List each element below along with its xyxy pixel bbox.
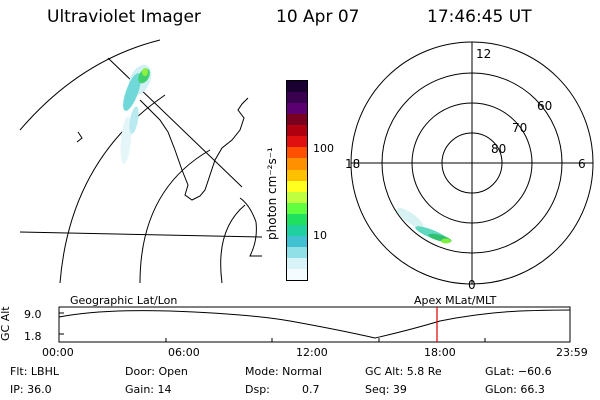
status-glat: GLat: −60.6 <box>485 365 552 378</box>
map-lat-arc-1 <box>19 39 161 131</box>
lat-label-80: 80 <box>491 142 507 156</box>
colorbar-segment <box>287 103 307 115</box>
timeline-x-tick-0000: 00:00 <box>42 346 74 359</box>
colorbar-segment <box>287 81 307 93</box>
map-lat-arc-2 <box>59 94 166 284</box>
mlt-label-12: 12 <box>476 47 492 61</box>
colorbar-segment <box>287 114 307 126</box>
timeline-x-tick-1800: 18:00 <box>424 346 456 359</box>
status-seq: Seq: 39 <box>365 383 407 396</box>
mlt-label-0: 0 <box>468 278 476 292</box>
coastline <box>139 97 249 201</box>
map-lat-arc-3 <box>139 149 211 284</box>
colorbar-tick-10: 10 <box>313 229 327 242</box>
timeline-right-title: Apex MLat/MLT <box>414 294 497 307</box>
status-mode: Mode: Normal <box>245 365 322 378</box>
colorbar <box>286 80 308 281</box>
timeline-left-title: Geographic Lat/Lon <box>70 294 178 307</box>
coastline-south <box>239 197 262 257</box>
status-flt: Flt: LBHL <box>10 365 59 378</box>
date-label: 10 Apr 07 <box>276 7 360 27</box>
status-ip: IP: 36.0 <box>10 383 52 396</box>
coastline-fragment <box>76 131 83 143</box>
colorbar-segment <box>287 224 307 236</box>
colorbar-segment <box>287 180 307 192</box>
map-lat-arc-4 <box>220 204 246 284</box>
orbit-altitude-curve <box>58 309 571 339</box>
status-dsp-value: 0.7 <box>302 383 320 396</box>
colorbar-segment <box>287 235 307 247</box>
colorbar-segment <box>287 158 307 170</box>
colorbar-segment <box>287 136 307 148</box>
status-gc-alt: GC Alt: 5.8 Re <box>365 365 442 378</box>
timeline-x-tick-1200: 12:00 <box>296 346 328 359</box>
instrument-title: Ultraviolet Imager <box>47 7 201 27</box>
colorbar-segment <box>287 92 307 104</box>
status-door: Door: Open <box>125 365 188 378</box>
colorbar-segment <box>287 169 307 181</box>
status-glon: GLon: 66.3 <box>485 383 545 396</box>
mlt-label-6: 6 <box>578 157 586 171</box>
colorbar-segment <box>287 147 307 159</box>
colorbar-segment <box>287 246 307 258</box>
polar-aurora <box>396 207 452 244</box>
lat-label-70: 70 <box>512 121 528 135</box>
colorbar-tick-100: 100 <box>313 142 334 155</box>
timeline-x-tick-2359: 23:59 <box>556 346 588 359</box>
timeline-y-tick-top: 9.0 <box>24 308 42 321</box>
colorbar-segment <box>287 258 307 270</box>
lat-label-60: 60 <box>537 99 553 113</box>
colorbar-segment <box>287 269 307 281</box>
time-label: 17:46:45 UT <box>427 7 532 27</box>
status-gain: Gain: 14 <box>125 383 172 396</box>
timeline-x-tick-0600: 06:00 <box>168 346 200 359</box>
timeline-y-tick-bottom: 1.8 <box>24 330 42 343</box>
colorbar-segment <box>287 125 307 137</box>
map-aurora <box>120 64 152 164</box>
colorbar-segment <box>287 202 307 214</box>
map-meridian-2 <box>19 231 263 238</box>
colorbar-segment <box>287 191 307 203</box>
mlt-label-18: 18 <box>345 157 361 171</box>
timeline-frame <box>58 306 571 343</box>
status-dsp-label: Dsp: <box>245 383 270 396</box>
colorbar-segment <box>287 213 307 225</box>
